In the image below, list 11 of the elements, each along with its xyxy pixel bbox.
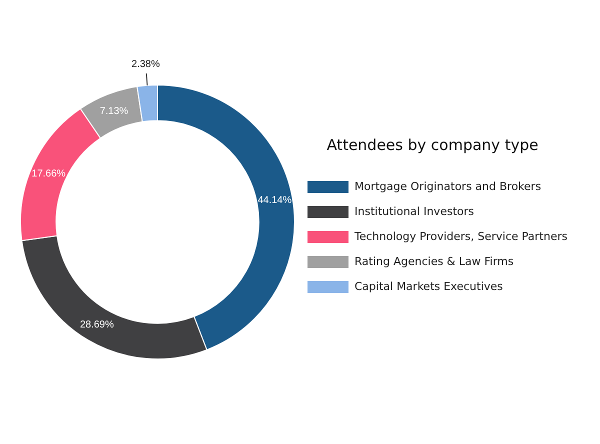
data-label: 2.38% [132,59,160,70]
data-label: 7.13% [100,106,128,117]
legend-label: Technology Providers, Service Partners [354,230,568,243]
data-label: 44.14% [258,194,292,206]
legend-label: Mortgage Originators and Brokers [354,180,542,193]
legend-label: Institutional Investors [354,204,474,218]
legend-title: Attendees by company type [326,136,538,154]
data-label: 17.66% [32,168,66,180]
legend-label: Capital Markets Executives [354,280,504,293]
data-label: 28.69% [80,319,114,330]
legend-label: Rating Agencies & Law Firms [354,254,514,268]
